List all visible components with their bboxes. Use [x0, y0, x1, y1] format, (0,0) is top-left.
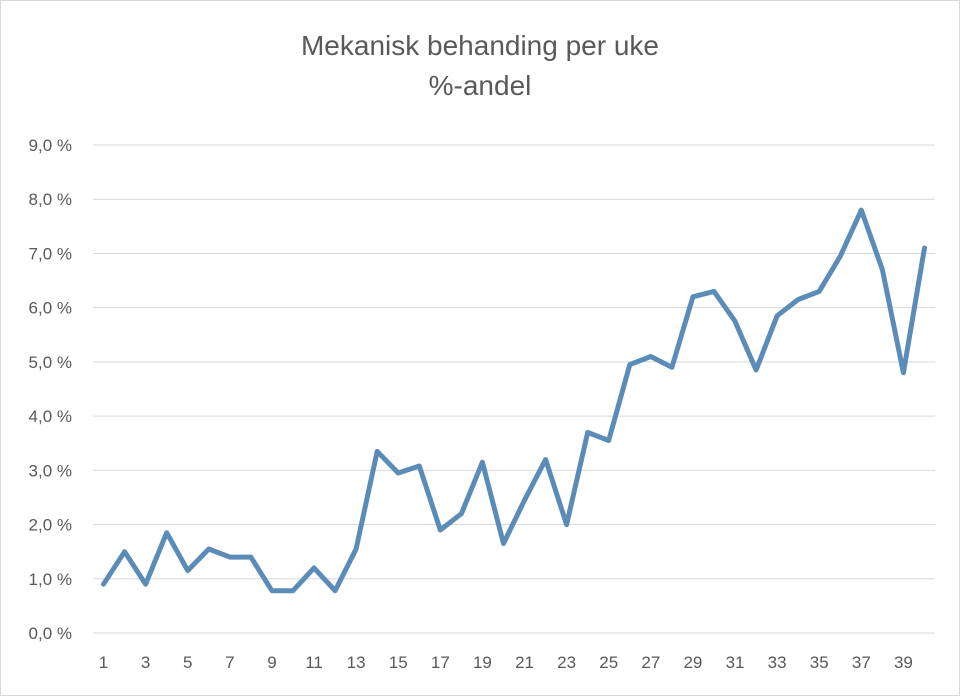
- chart-title: Mekanisk behanding per uke %-andel: [0, 26, 960, 106]
- x-tick-label: 23: [557, 653, 576, 672]
- series-group: [101, 207, 927, 594]
- y-tick-label: 0,0 %: [29, 624, 72, 643]
- x-tick-label: 25: [599, 653, 618, 672]
- chart-title-text: Mekanisk behanding per uke: [300, 30, 659, 61]
- x-tick-label: 33: [768, 653, 787, 672]
- series-line: [101, 207, 927, 594]
- x-tick-label: 37: [852, 653, 871, 672]
- y-tick-label: 2,0 %: [29, 516, 72, 535]
- x-tick-label: 17: [431, 653, 450, 672]
- y-axis-labels: 0,0 % 1,0 % 2,0 % 3,0 % 4,0 % 5,0 % 6,0 % 7,0 %…: [29, 136, 72, 643]
- y-tick-label: 7,0 %: [29, 244, 72, 263]
- x-tick-label: 39: [894, 653, 913, 672]
- x-tick-label: 5: [183, 653, 192, 672]
- y-tick-label: 1,0 %: [29, 570, 72, 589]
- y-tick-label: 9,0 %: [29, 136, 72, 155]
- x-tick-label: 29: [683, 653, 702, 672]
- x-tick-label: 7: [225, 653, 234, 672]
- x-tick-label: 13: [347, 653, 366, 672]
- x-tick-label: 1: [99, 653, 108, 672]
- y-tick-label: 4,0 %: [29, 407, 72, 426]
- y-tick-label: 8,0 %: [29, 190, 72, 209]
- gridlines: [93, 144, 935, 634]
- x-tick-label: 11: [305, 653, 323, 672]
- x-tick-label: 19: [473, 653, 492, 672]
- x-tick-label: 15: [389, 653, 408, 672]
- x-tick-label: 35: [810, 653, 829, 672]
- x-tick-label: 27: [641, 653, 660, 672]
- y-tick-label: 6,0 %: [29, 299, 72, 318]
- x-tick-label: 21: [515, 653, 534, 672]
- chart-subtitle-text: %-andel: [428, 70, 532, 101]
- x-tick-label: 3: [141, 653, 150, 672]
- x-tick-label: 31: [726, 653, 745, 672]
- y-tick-label: 3,0 %: [29, 461, 72, 480]
- x-axis-labels: 1 3 5 7 9 11 13 15 17 19 21 23 25 27 29 31 33 35 37 39: [99, 653, 913, 672]
- y-tick-label: 5,0 %: [29, 353, 72, 372]
- x-tick-label: 9: [267, 653, 276, 672]
